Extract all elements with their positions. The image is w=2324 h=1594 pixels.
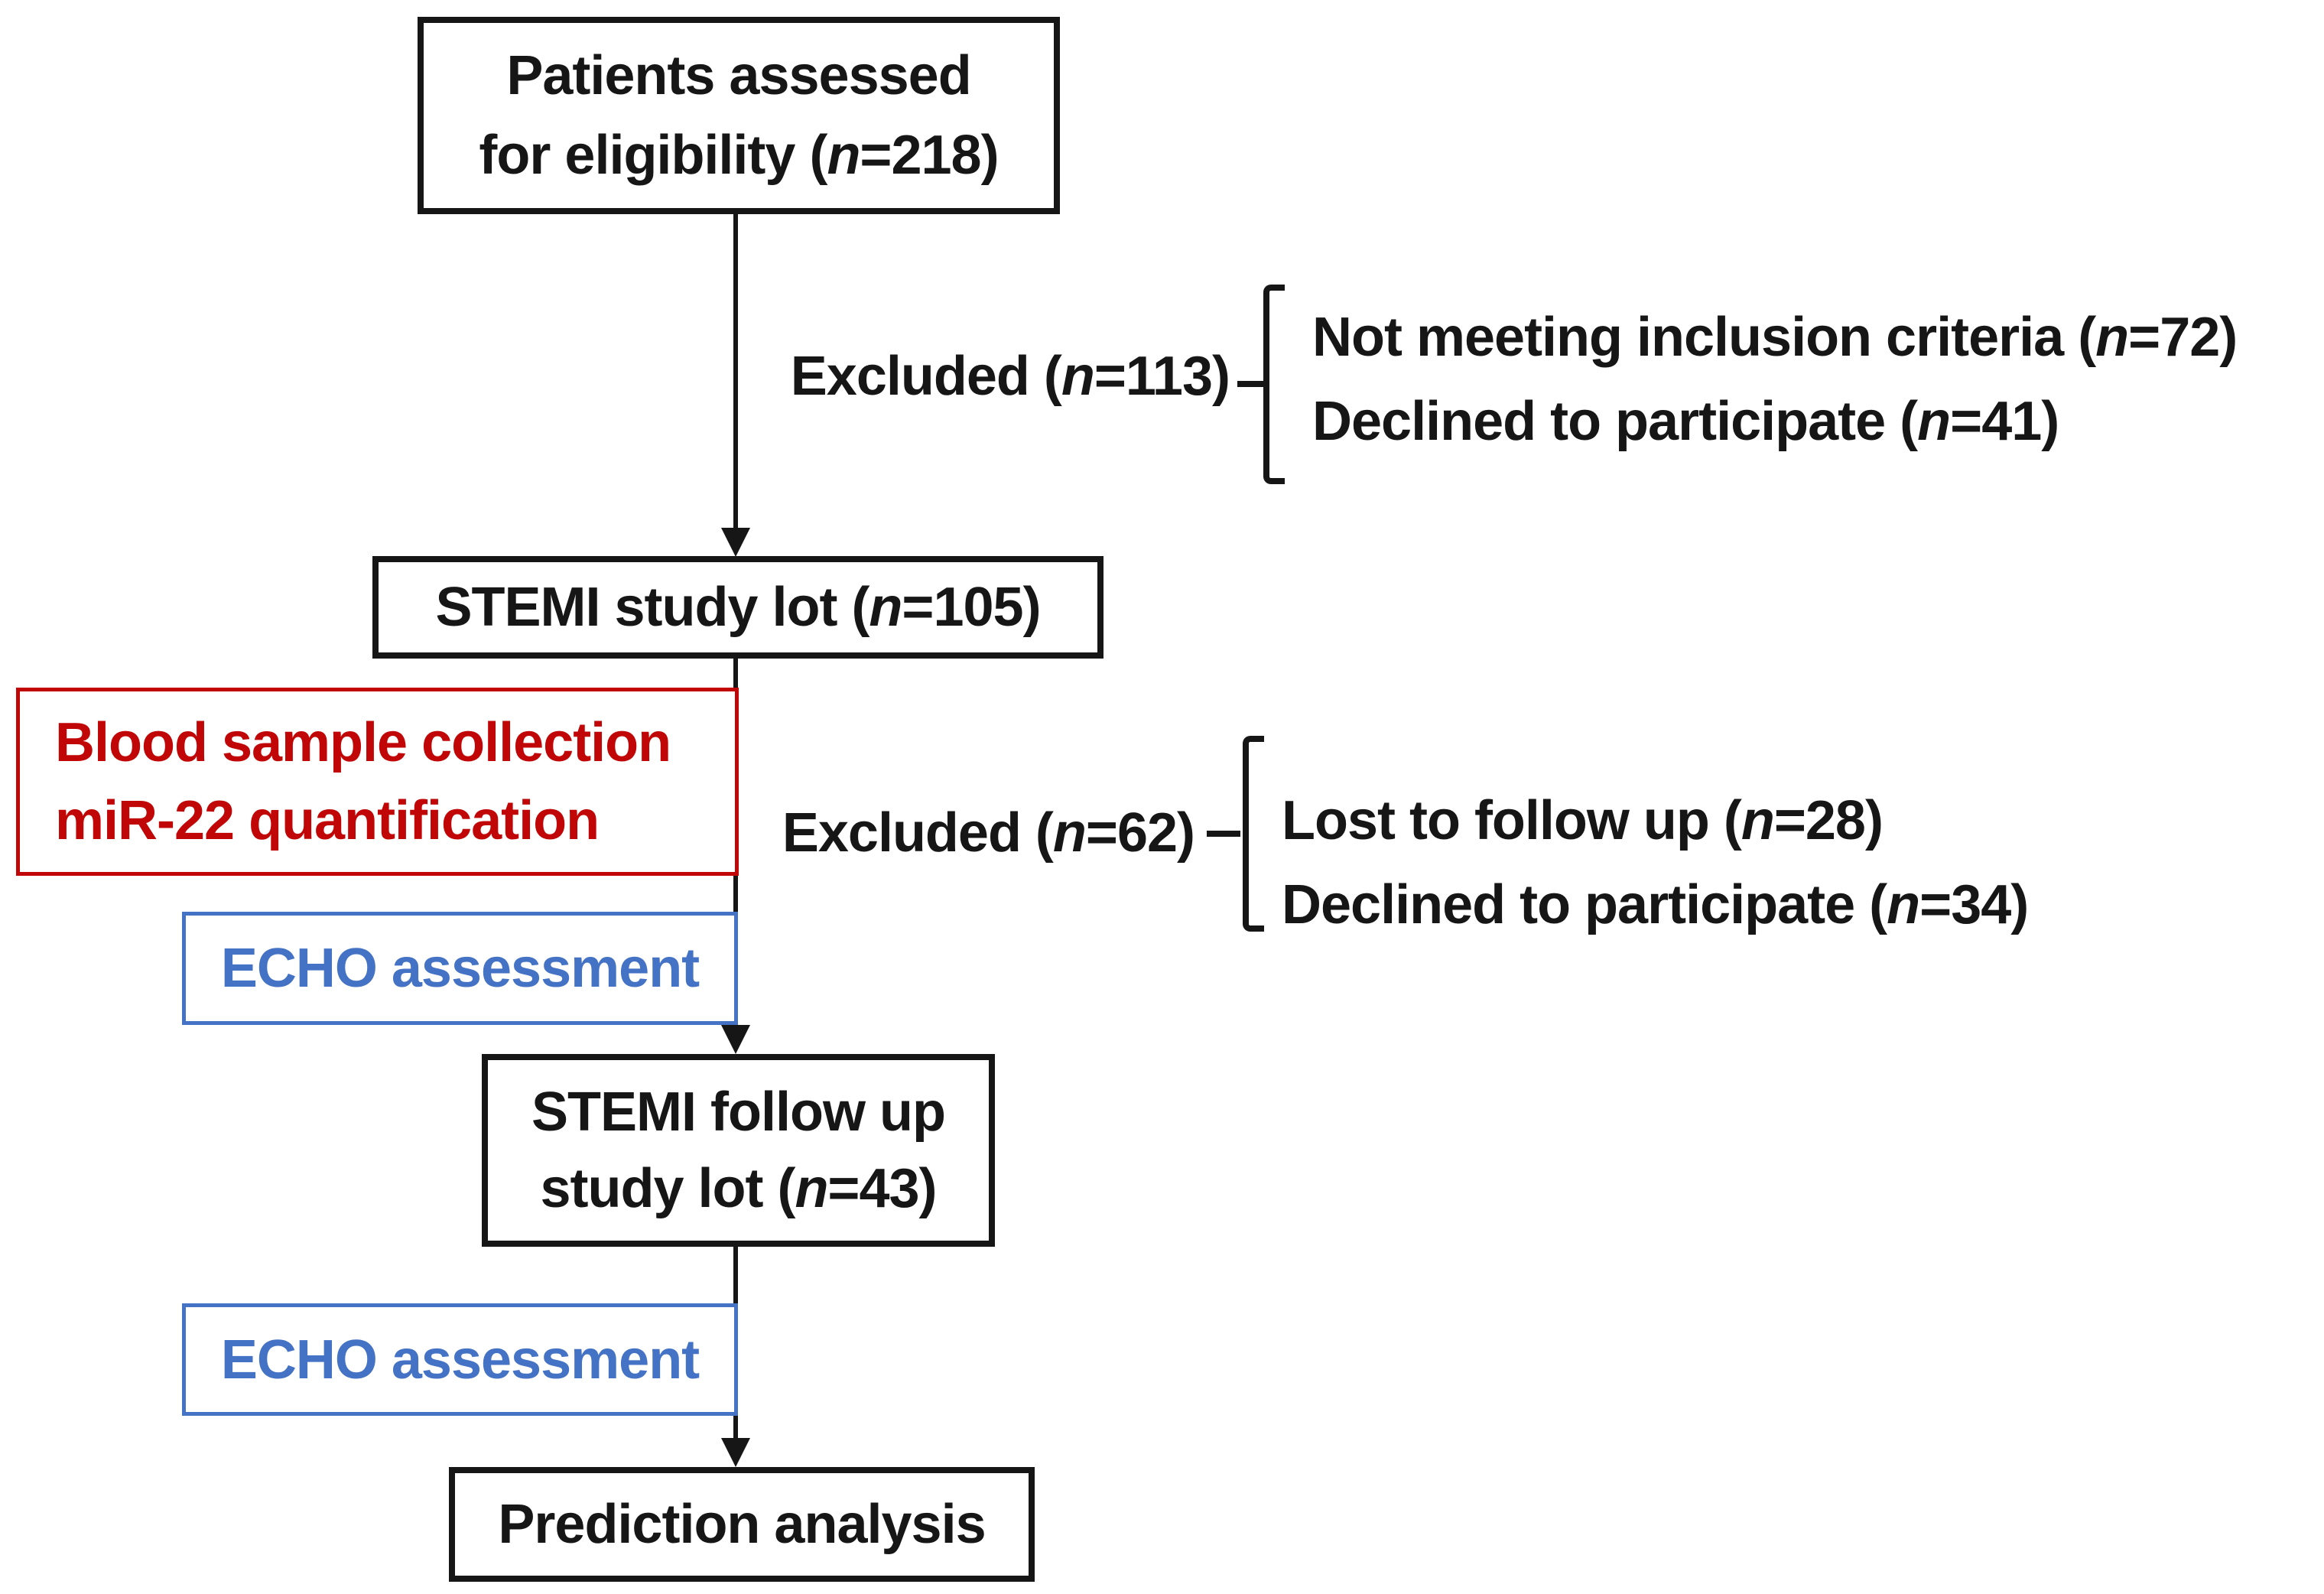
echo-assessment-box-1: ECHO assessment	[182, 912, 738, 1025]
arrowhead-icon	[721, 1025, 750, 1054]
flow-line-segment-2	[733, 659, 738, 689]
prediction-analysis-box: Prediction analysis	[449, 1467, 1035, 1582]
eligibility-box-line2: for eligibility (n=218)	[479, 125, 999, 186]
arrowhead-icon	[721, 1438, 750, 1467]
excluded-1-reason-1: Not meeting inclusion criteria (n=72)	[1312, 307, 2238, 368]
flow-line-segment-1	[733, 214, 738, 531]
excluded-2-connector	[1207, 831, 1240, 837]
echo-assessment-box-2: ECHO assessment	[182, 1303, 738, 1416]
stemi-lot-box: STEMI study lot (n=105)	[372, 556, 1103, 659]
excluded-2-reason-1: Lost to follow up (n=28)	[1282, 790, 1884, 851]
eligibility-box-line1: Patients assessed	[506, 45, 971, 106]
excluded-2-reasons: Lost to follow up (n=28) Declined to par…	[1282, 779, 2029, 947]
followup-lot-line2: study lot (n=43)	[540, 1158, 937, 1219]
flow-line-segment-3	[733, 876, 738, 914]
excluded-1-reason-2: Declined to participate (n=41)	[1312, 391, 2059, 452]
eligibility-box: Patients assessed for eligibility (n=218…	[418, 17, 1060, 214]
excluded-1-label: Excluded (n=113)	[790, 346, 1230, 407]
echo-assessment-label-2: ECHO assessment	[220, 1329, 700, 1391]
excluded-1-connector	[1237, 381, 1266, 387]
flow-line-segment-5	[733, 1245, 738, 1306]
followup-lot-line1: STEMI follow up	[531, 1082, 946, 1143]
excluded-1-bracket	[1263, 285, 1285, 484]
excluded-2-reason-2: Declined to participate (n=34)	[1282, 874, 2029, 935]
excluded-2-label: Excluded (n=62)	[782, 802, 1195, 864]
flow-line-segment-6	[733, 1416, 738, 1440]
stemi-lot-label: STEMI study lot (n=105)	[435, 577, 1041, 638]
arrowhead-icon	[721, 528, 750, 557]
blood-sample-line2: miR-22 quantification	[55, 790, 600, 851]
echo-assessment-label-1: ECHO assessment	[220, 938, 700, 999]
blood-sample-box: Blood sample collection miR-22 quantific…	[16, 688, 739, 876]
prediction-analysis-label: Prediction analysis	[498, 1494, 986, 1555]
followup-lot-box: STEMI follow up study lot (n=43)	[482, 1054, 995, 1247]
excluded-2-bracket	[1243, 736, 1264, 932]
excluded-1-reasons: Not meeting inclusion criteria (n=72) De…	[1312, 295, 2238, 464]
blood-sample-line1: Blood sample collection	[55, 712, 671, 773]
